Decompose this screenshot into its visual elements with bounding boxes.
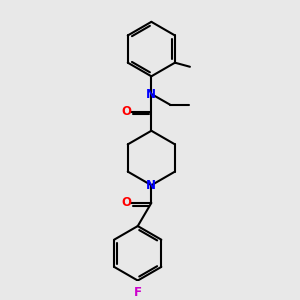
Text: O: O	[122, 196, 132, 209]
Text: O: O	[122, 105, 132, 118]
Text: N: N	[146, 88, 156, 100]
Text: N: N	[146, 179, 156, 192]
Text: F: F	[134, 286, 142, 299]
